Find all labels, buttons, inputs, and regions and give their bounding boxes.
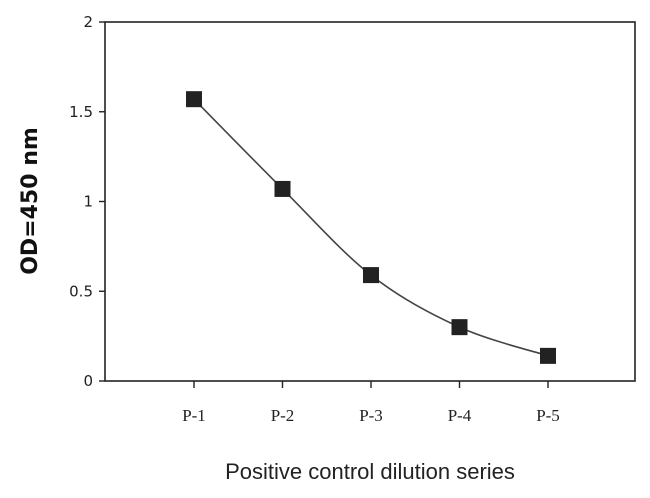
x-tick-label: P-2 bbox=[271, 406, 295, 425]
plot-frame bbox=[104, 21, 636, 382]
data-point-p-3 bbox=[363, 267, 379, 284]
y-axis-ticks: 0 0.5 1 1.5 2 bbox=[69, 13, 105, 390]
x-tick-label: P-4 bbox=[448, 406, 472, 425]
x-axis-label: Positive control dilution series bbox=[225, 459, 515, 484]
data-point-p-2 bbox=[274, 180, 291, 197]
x-tick-label: P-5 bbox=[536, 406, 560, 425]
data-point-p-5 bbox=[540, 347, 556, 364]
data-markers bbox=[186, 91, 556, 364]
data-point-p-4 bbox=[451, 319, 468, 336]
x-tick-label: P-1 bbox=[182, 406, 206, 425]
y-tick-label: 1 bbox=[83, 193, 93, 211]
y-tick-label: 2 bbox=[83, 13, 93, 31]
x-axis-ticks: P-1 P-2 P-3 P-4 P-5 bbox=[182, 381, 560, 425]
series-line bbox=[193, 98, 549, 357]
x-tick-label: P-3 bbox=[359, 406, 383, 425]
y-tick-label: 0 bbox=[83, 372, 93, 390]
y-axis-label: OD=450 nm bbox=[18, 127, 43, 275]
y-tick-label: 0.5 bbox=[69, 282, 93, 300]
data-point-p-1 bbox=[186, 91, 202, 108]
y-tick-label: 1.5 bbox=[69, 103, 93, 121]
